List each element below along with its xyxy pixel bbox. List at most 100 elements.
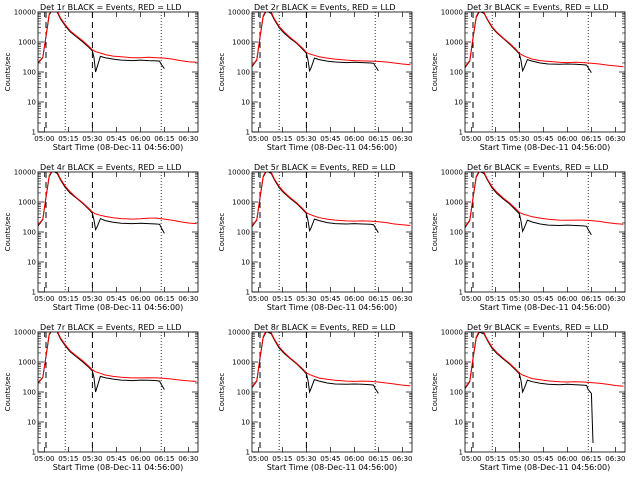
panel-title: Det 2r BLACK = Events, RED = LLD xyxy=(254,3,396,12)
panel-det-1: 1 10 100 1000 10000 05:00 05:15 05:30 05:45 06:00… xyxy=(4,3,198,152)
x-tick-label: 06:15 xyxy=(581,295,601,303)
y-tick-label: 10 xyxy=(241,99,250,107)
x-tick-label: 05:45 xyxy=(320,455,340,463)
y-tick-label: 10000 xyxy=(14,169,36,177)
x-tick-label: 05:00 xyxy=(461,135,481,143)
y-tick-label: 10 xyxy=(454,419,463,427)
x-tick-label: 05:45 xyxy=(106,455,126,463)
y-tick-label: 10000 xyxy=(441,9,463,17)
x-tick-label: 05:30 xyxy=(296,455,316,463)
series-line-events xyxy=(38,332,165,393)
x-tick-label: 05:15 xyxy=(485,455,505,463)
y-tick-label: 10 xyxy=(454,99,463,107)
x-tick-label: 05:30 xyxy=(296,295,316,303)
y-tick-label: 10 xyxy=(241,259,250,267)
series-line-lld xyxy=(38,332,197,383)
panel-det-5: 1 10 100 1000 10000 05:00 05:15 05:30 05:45 06:00… xyxy=(218,163,412,312)
panel-title: Det 8r BLACK = Events, RED = LLD xyxy=(254,323,396,332)
y-tick-label: 1000 xyxy=(232,199,250,207)
panel-title: Det 9r BLACK = Events, RED = LLD xyxy=(467,323,609,332)
y-tick-label: 1 xyxy=(246,129,250,137)
series-line-lld xyxy=(38,12,197,63)
x-tick-label: 05:15 xyxy=(272,295,292,303)
y-tick-label: 10000 xyxy=(228,329,250,337)
x-tick-label: 06:30 xyxy=(605,135,625,143)
x-tick-label: 06:15 xyxy=(154,295,174,303)
plot-frame xyxy=(37,171,199,293)
panel-title: Det 3r BLACK = Events, RED = LLD xyxy=(467,3,609,12)
x-axis-label: Start Time (08-Dec-11 04:56:00) xyxy=(53,303,184,312)
plot-frame xyxy=(464,331,626,453)
x-tick-label: 06:00 xyxy=(344,295,364,303)
series-line-lld xyxy=(465,332,624,388)
panel-det-9: 1 10 100 1000 10000 05:00 05:15 05:30 05:45 06:00… xyxy=(431,323,625,472)
y-tick-label: 100 xyxy=(237,229,250,237)
panel-det-6: 1 10 100 1000 10000 05:00 05:15 05:30 05:45 06:00… xyxy=(431,163,625,312)
x-tick-label: 05:30 xyxy=(296,135,316,143)
plot-frame xyxy=(251,331,413,453)
x-tick-label: 05:45 xyxy=(320,135,340,143)
x-tick-label: 05:45 xyxy=(106,135,126,143)
y-tick-label: 10 xyxy=(27,419,36,427)
x-tick-label: 05:15 xyxy=(485,295,505,303)
x-tick-label: 06:30 xyxy=(605,295,625,303)
y-axis-label: Counts/sec xyxy=(218,373,226,412)
x-tick-label: 06:00 xyxy=(344,135,364,143)
x-tick-label: 05:15 xyxy=(58,295,78,303)
x-tick-label: 06:15 xyxy=(581,135,601,143)
y-tick-label: 10000 xyxy=(441,169,463,177)
y-tick-label: 1 xyxy=(246,289,250,297)
y-tick-label: 1000 xyxy=(232,359,250,367)
plot-frame xyxy=(464,171,626,293)
y-tick-label: 100 xyxy=(450,389,463,397)
series-line-lld xyxy=(252,332,411,388)
x-tick-label: 06:15 xyxy=(581,455,601,463)
x-tick-label: 05:30 xyxy=(82,295,102,303)
x-axis-label: Start Time (08-Dec-11 04:56:00) xyxy=(53,143,184,152)
y-tick-label: 10 xyxy=(27,259,36,267)
x-tick-label: 05:15 xyxy=(485,135,505,143)
plot-frame xyxy=(464,11,626,133)
plot-frame xyxy=(251,11,413,133)
x-tick-label: 05:30 xyxy=(509,455,529,463)
x-tick-label: 06:30 xyxy=(392,295,412,303)
plot-frame xyxy=(37,11,199,133)
x-tick-label: 05:15 xyxy=(272,455,292,463)
plot-frame xyxy=(37,331,199,453)
y-tick-label: 10 xyxy=(454,259,463,267)
y-tick-label: 1 xyxy=(459,129,463,137)
x-tick-label: 05:45 xyxy=(533,455,553,463)
y-tick-label: 100 xyxy=(237,389,250,397)
series-line-lld xyxy=(252,12,411,67)
x-tick-label: 05:45 xyxy=(320,295,340,303)
y-tick-label: 1 xyxy=(246,449,250,457)
series-line-events xyxy=(252,172,379,233)
y-axis-label: Counts/sec xyxy=(4,213,12,252)
x-axis-label: Start Time (08-Dec-11 04:56:00) xyxy=(267,143,398,152)
y-axis-label: Counts/sec xyxy=(4,373,12,412)
series-line-events xyxy=(38,172,165,234)
x-tick-label: 06:15 xyxy=(368,135,388,143)
x-tick-label: 06:30 xyxy=(392,135,412,143)
x-axis-label: Start Time (08-Dec-11 04:56:00) xyxy=(480,463,611,472)
y-tick-label: 100 xyxy=(23,389,36,397)
x-tick-label: 05:30 xyxy=(82,135,102,143)
y-axis-label: Counts/sec xyxy=(431,213,439,252)
panel-title: Det 7r BLACK = Events, RED = LLD xyxy=(40,323,182,332)
y-tick-label: 100 xyxy=(237,69,250,77)
x-tick-label: 05:00 xyxy=(248,295,268,303)
y-tick-label: 10000 xyxy=(228,169,250,177)
series-line-lld xyxy=(38,172,197,226)
x-tick-label: 06:15 xyxy=(154,455,174,463)
x-tick-label: 05:45 xyxy=(106,295,126,303)
y-tick-label: 1000 xyxy=(18,39,36,47)
y-tick-label: 10 xyxy=(27,99,36,107)
y-axis-label: Counts/sec xyxy=(218,53,226,92)
x-axis-label: Start Time (08-Dec-11 04:56:00) xyxy=(267,463,398,472)
x-tick-label: 06:00 xyxy=(130,135,150,143)
x-tick-label: 05:00 xyxy=(248,135,268,143)
x-tick-label: 05:00 xyxy=(461,455,481,463)
x-tick-label: 06:30 xyxy=(178,455,198,463)
